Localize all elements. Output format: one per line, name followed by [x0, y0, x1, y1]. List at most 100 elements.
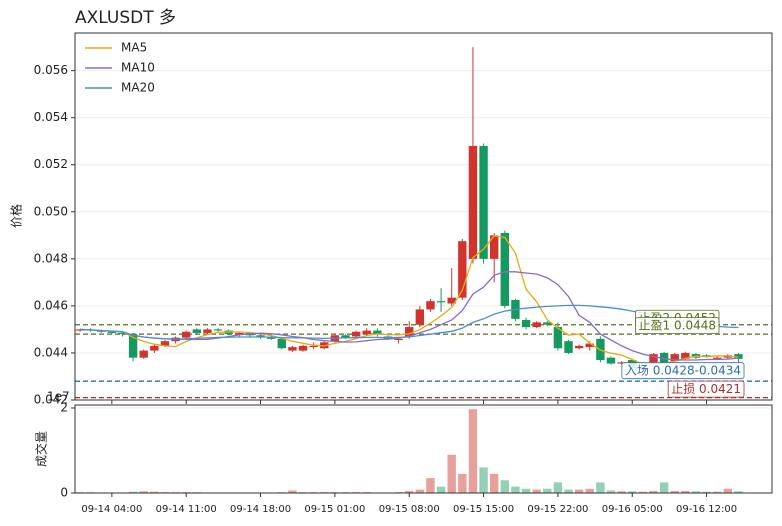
- candle-body: [659, 352, 669, 363]
- candle-body: [415, 309, 425, 325]
- y-axis-label: 价格: [9, 204, 24, 228]
- candle-body: [574, 345, 584, 349]
- volume-bar: [574, 489, 584, 493]
- candle-body: [521, 320, 531, 328]
- candle-body: [458, 241, 467, 298]
- candle-body: [670, 354, 679, 362]
- y-tick-label: 0.050: [34, 204, 68, 218]
- candle-body: [649, 354, 658, 363]
- candle-body: [309, 345, 318, 348]
- candle-body: [150, 345, 159, 351]
- volume-bar: [436, 486, 446, 493]
- candle-body: [107, 331, 117, 333]
- candle-body: [373, 330, 382, 335]
- y-tick-label: 0.046: [34, 298, 68, 312]
- volume-bar: [553, 482, 563, 493]
- volume-bar: [564, 489, 573, 493]
- candle-body: [426, 301, 435, 310]
- y-tick-label: 0.052: [34, 157, 68, 171]
- volume-bar: [617, 491, 626, 493]
- candle-body: [235, 332, 244, 335]
- volume-bar: [702, 491, 711, 493]
- volume-bar: [521, 488, 531, 493]
- x-tick-label: 09-16 12:00: [676, 504, 737, 515]
- volume-bar: [585, 488, 594, 493]
- legend-label: MA20: [121, 81, 155, 95]
- volume-bar: [681, 490, 690, 493]
- candle-body: [734, 354, 743, 359]
- candle-body: [500, 232, 509, 306]
- x-tick-label: 09-15 01:00: [304, 504, 365, 515]
- candle-body: [479, 145, 488, 259]
- candle-body: [118, 332, 127, 335]
- candle-body: [617, 362, 626, 364]
- volume-bar: [670, 490, 679, 493]
- candle-body: [606, 357, 616, 364]
- level-annotation: 止损 0.0421: [667, 380, 745, 398]
- candle-body: [351, 331, 361, 337]
- volume-bar: [489, 473, 499, 493]
- candle-body: [362, 330, 371, 335]
- volume-bar: [713, 491, 722, 493]
- ma-line: [79, 304, 739, 340]
- candle-body: [288, 347, 297, 351]
- level-label-box: [667, 380, 745, 398]
- volume-bar: [596, 482, 605, 493]
- x-tick-label: 09-14 18:00: [230, 504, 291, 515]
- candle-body: [341, 335, 350, 338]
- candle-body: [702, 355, 711, 357]
- volume-bar: [659, 482, 669, 493]
- legend-label: MA5: [121, 41, 147, 55]
- candle-body: [553, 327, 563, 349]
- level-label: 入场 0.0428-0.0434: [625, 364, 741, 378]
- candle-body: [436, 301, 446, 303]
- volume-bar: [638, 491, 648, 493]
- y-tick-label: 0.054: [34, 110, 68, 124]
- volume-bar: [458, 473, 467, 493]
- x-tick-label: 09-15 08:00: [379, 504, 440, 515]
- candle-body: [256, 335, 265, 337]
- volume-axis-label: 成交量: [34, 431, 49, 467]
- volume-bar: [288, 490, 297, 493]
- y-tick-label: 0: [60, 486, 68, 500]
- candle-body: [585, 343, 594, 348]
- volume-bar: [691, 491, 701, 493]
- candle-body: [447, 297, 456, 304]
- x-tick-label: 09-15 15:00: [453, 504, 514, 515]
- volume-panel-frame: [74, 404, 773, 494]
- volume-bar: [479, 467, 488, 493]
- x-tick-label: 09-14 11:00: [156, 504, 217, 515]
- candle-body: [394, 338, 403, 341]
- volume-offset-label: 1e7: [47, 390, 70, 404]
- volume-bar: [468, 409, 478, 493]
- candle-body: [405, 327, 414, 337]
- candle-body: [681, 352, 690, 359]
- price-panel-frame: [74, 32, 773, 401]
- y-tick-label: 0.044: [34, 345, 68, 359]
- x-tick-label: 09-15 22:00: [527, 504, 588, 515]
- candle-body: [139, 350, 148, 358]
- volume-bar: [405, 490, 414, 493]
- candle-body: [489, 235, 499, 259]
- volume-bar: [532, 489, 541, 493]
- candle-body: [203, 329, 212, 333]
- x-tick-label: 09-14 04:00: [81, 504, 142, 515]
- candle-body: [298, 345, 308, 351]
- legend-label: MA10: [121, 61, 155, 75]
- level-label-box: [635, 317, 720, 335]
- volume-bar: [415, 489, 425, 493]
- volume-bar: [500, 480, 509, 493]
- candle-body: [213, 329, 223, 331]
- level-annotation: 止盈1 0.0448: [635, 317, 720, 335]
- level-label: 止盈1 0.0448: [639, 319, 716, 333]
- volume-bar: [606, 490, 616, 493]
- y-tick-label: 0.056: [34, 63, 68, 77]
- level-label-box: [621, 362, 745, 380]
- volume-bar: [139, 491, 148, 493]
- volume-bar: [426, 478, 435, 493]
- volume-bar: [628, 491, 637, 493]
- candle-body: [543, 322, 552, 325]
- volume-bar: [543, 488, 552, 493]
